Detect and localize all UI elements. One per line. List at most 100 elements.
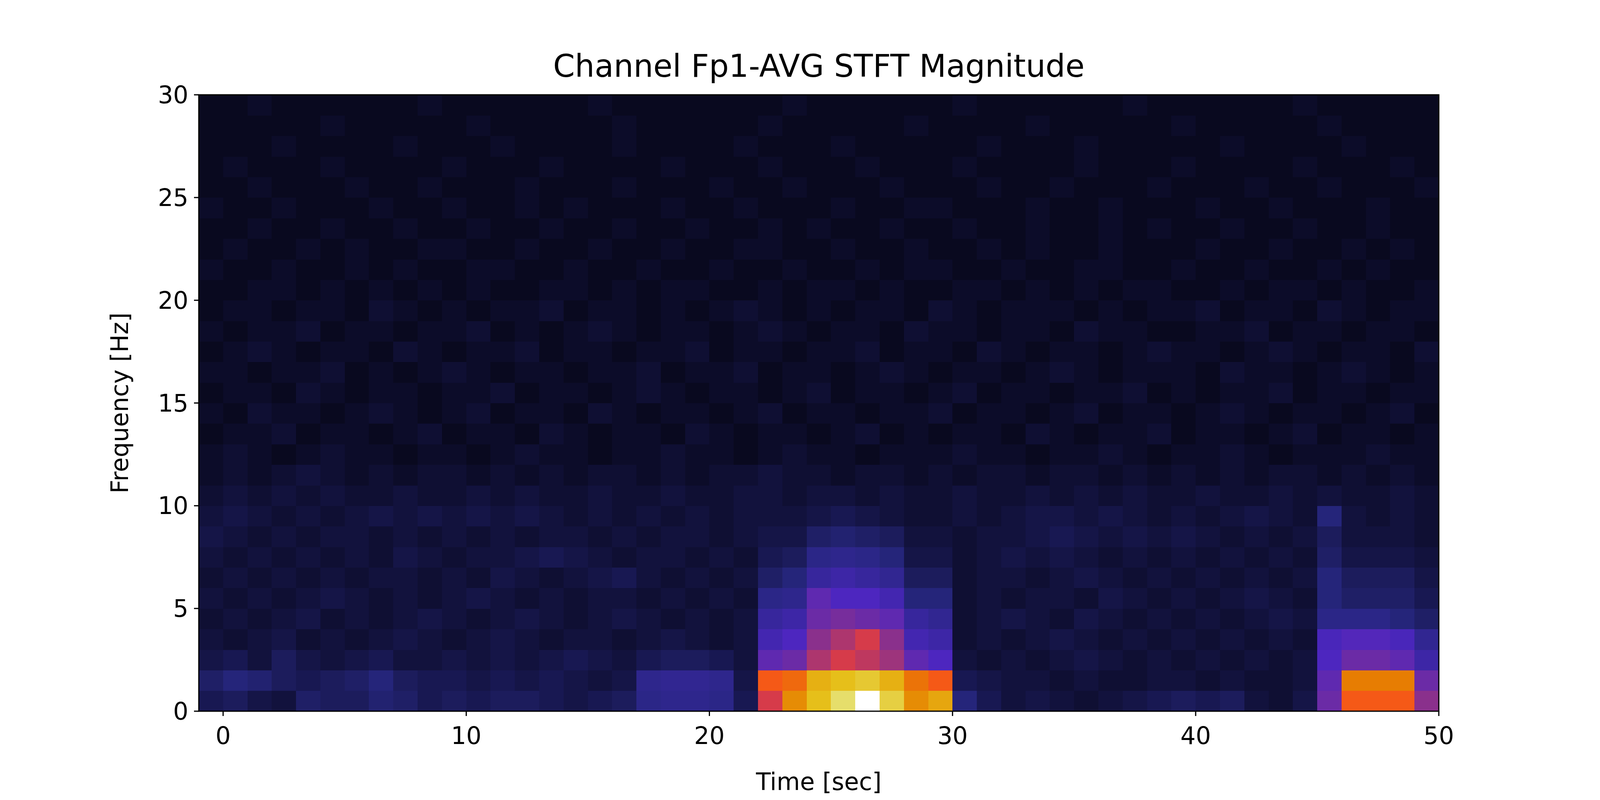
cell [1414, 362, 1439, 383]
cell [1414, 341, 1439, 362]
cell [320, 403, 345, 424]
cell [296, 567, 321, 588]
cell [1025, 362, 1050, 383]
cell [1390, 320, 1415, 342]
cell [636, 546, 661, 568]
cell [830, 423, 856, 445]
cell [588, 115, 613, 136]
cell [1220, 156, 1245, 178]
cell [636, 608, 661, 630]
cell [1341, 690, 1366, 712]
cell [660, 197, 686, 219]
cell [1171, 403, 1196, 424]
cell [782, 115, 807, 136]
cell [1025, 464, 1050, 486]
cell [709, 341, 734, 362]
cell [223, 670, 248, 691]
cell [1292, 690, 1318, 712]
cell [1317, 567, 1342, 588]
cell [1292, 94, 1318, 116]
cell [855, 197, 880, 219]
cell [1122, 526, 1148, 548]
cell [393, 341, 418, 362]
cell [636, 320, 661, 342]
cell [271, 649, 296, 671]
cell [1366, 382, 1391, 404]
cell [1074, 608, 1099, 630]
page: {"chart_data": { "type": "heatmap", "tit… [0, 0, 1600, 800]
cell [539, 259, 564, 280]
cell [417, 197, 442, 219]
cell [1390, 464, 1415, 486]
cell [685, 567, 710, 588]
cell [344, 670, 370, 691]
cell [514, 300, 540, 322]
cell [1147, 115, 1172, 136]
cell [758, 94, 783, 116]
cell [1244, 423, 1269, 445]
cell [588, 238, 613, 260]
cell [830, 259, 856, 280]
cell [344, 362, 370, 383]
cell [344, 115, 370, 136]
cell [271, 464, 296, 486]
cell [660, 362, 686, 383]
cell [1147, 567, 1172, 588]
cell [1414, 115, 1439, 136]
cell [1049, 670, 1074, 691]
cell [1390, 608, 1415, 630]
cell [1098, 320, 1123, 342]
cell [563, 259, 588, 280]
cell [1317, 197, 1342, 219]
y-tick-label: 15 [158, 389, 189, 418]
cell [1171, 526, 1196, 548]
cell [1390, 649, 1415, 671]
cell [1025, 115, 1050, 136]
cell [1292, 485, 1318, 506]
cell [296, 362, 321, 383]
cell [1025, 444, 1050, 465]
cell [1366, 423, 1391, 445]
cell [296, 94, 321, 116]
cell [928, 485, 953, 506]
x-tick-label: 50 [1423, 721, 1454, 750]
cell [1074, 362, 1099, 383]
cell [660, 608, 686, 630]
cell [636, 485, 661, 506]
cell [976, 546, 1002, 568]
cell [247, 423, 272, 445]
cell [368, 238, 394, 260]
cell [1390, 629, 1415, 650]
cell [223, 423, 248, 445]
cell [368, 115, 394, 136]
cell [1220, 136, 1245, 157]
cell [320, 546, 345, 568]
cell [1292, 341, 1318, 362]
cell [393, 444, 418, 465]
cell [1244, 403, 1269, 424]
cell [1244, 238, 1269, 260]
cell [830, 320, 856, 342]
cell [1366, 115, 1391, 136]
cell [830, 444, 856, 465]
cell [782, 279, 807, 301]
cell [1195, 362, 1220, 383]
cell [1049, 238, 1074, 260]
cell [344, 156, 370, 178]
cell [830, 690, 856, 712]
cell [247, 115, 272, 136]
cell [442, 649, 467, 671]
cell [758, 485, 783, 506]
cell [928, 588, 953, 609]
cell [490, 136, 515, 157]
cell [1414, 690, 1439, 712]
cell [247, 341, 272, 362]
cell [1220, 115, 1245, 136]
cell [539, 690, 564, 712]
cell [417, 649, 442, 671]
cell [563, 546, 588, 568]
cell [1098, 567, 1123, 588]
cell [1195, 485, 1220, 506]
cell [1001, 115, 1026, 136]
cell [928, 94, 953, 116]
